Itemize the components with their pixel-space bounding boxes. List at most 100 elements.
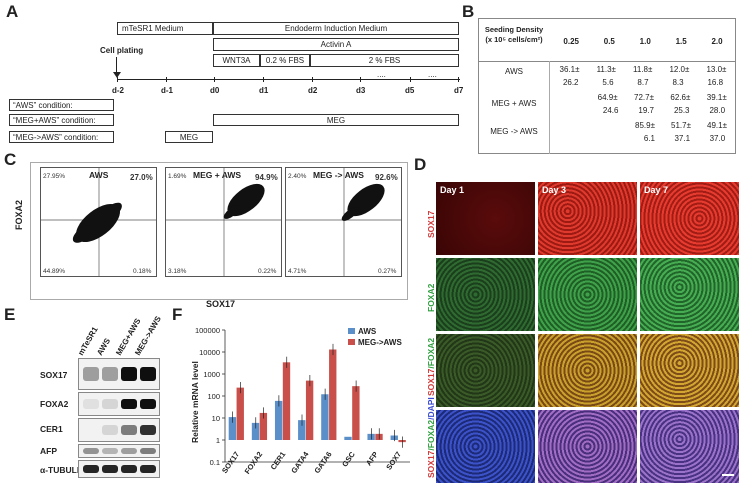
table-cell (597, 121, 619, 130)
bar-aws-sox17 (228, 417, 237, 440)
micrograph-sox17-day7: Day 7 (640, 182, 739, 255)
panel-f-letter: F (172, 305, 183, 324)
quadrant-ul: 2.40% (288, 173, 307, 180)
micrograph-dapi-day1 (436, 410, 535, 483)
condition-aws-label: “AWS” condition: (9, 99, 114, 111)
cell-plating-arrow-line (116, 57, 117, 75)
bar-meg-aws-sox17 (236, 387, 244, 440)
panel-b-letter: B (462, 2, 475, 21)
density-value: 0.25 (563, 37, 579, 46)
day-label: d1 (259, 86, 269, 95)
flow-xlabel: SOX17 (206, 299, 236, 309)
quadrant-ul: 27.95% (43, 173, 66, 180)
table-cell: 37.1 (674, 134, 691, 143)
table-cell: 24.6 (602, 106, 619, 115)
micrograph-merge-day7 (640, 334, 739, 407)
density-value: 1.0 (639, 37, 651, 46)
table-cell: 11.8± (633, 65, 653, 74)
quadrant-ur: 94.9% (255, 173, 278, 182)
panel-d-letter: D (414, 155, 427, 174)
table-cell: 72.7± (634, 93, 654, 102)
quadrant-ur: 92.6% (375, 173, 398, 182)
legend-label-aws: AWS (358, 327, 377, 336)
flow-panel-frame (30, 162, 408, 300)
quadrant-ll: 3.18% (168, 268, 187, 275)
x-tick-label: SOX17 (220, 450, 241, 475)
y-tick-label: 1000 (203, 370, 220, 379)
micrograph-dapi-day3 (538, 410, 637, 483)
legend-swatch-aws (348, 328, 355, 334)
day-label: Day 1 (440, 185, 465, 195)
bar-meg-aws-gsc (352, 386, 360, 440)
tick-d-2 (117, 77, 118, 82)
micrograph-sox17-day3: Day 3 (538, 182, 637, 255)
micrograph-dapi-day7 (640, 410, 739, 483)
blot-tubulin (78, 460, 160, 478)
quadrant-lr: 0.27% (378, 268, 397, 275)
bar-meg-aws-foxa2 (259, 412, 268, 440)
table-cell (561, 106, 583, 115)
blot-band (102, 425, 118, 435)
table-cell: 25.3 (673, 106, 690, 115)
blot-band (121, 448, 137, 454)
day-label: Day 3 (542, 185, 567, 195)
blot-band (121, 399, 137, 409)
table-cell: 16.8 (707, 78, 724, 87)
day-label: d-1 (161, 86, 173, 95)
row-label-part: /FOXA2 (426, 337, 436, 369)
timeline-axis (117, 79, 460, 80)
panel-e-letter: E (4, 305, 16, 324)
fbs-2-box: 2 % FBS (310, 54, 459, 67)
table-cell: 19.7 (638, 106, 654, 115)
flow-plot-title: MEG + AWS (193, 170, 242, 180)
blot-band (102, 367, 118, 381)
quadrant-ll: 4.71% (288, 268, 307, 275)
y-tick-label: 0.1 (210, 458, 220, 467)
legend-swatch-meg-aws (348, 339, 355, 345)
seeding-density-table: Seeding Density (x 10⁵ cells/cm²) 0.25 0… (478, 18, 736, 154)
micrograph-merge-day1 (436, 334, 535, 407)
table-col-divider (549, 61, 550, 154)
table-cell (561, 134, 583, 143)
table-row: 64.9± 72.7± 62.6± 39.1± (551, 93, 735, 102)
activin-a-box: Activin A (213, 38, 459, 51)
table-cell: 51.7± (671, 121, 691, 130)
x-tick-label: AFP (364, 450, 380, 467)
table-cell (602, 134, 624, 143)
cell-plating-label: Cell plating (100, 46, 144, 55)
bar-meg-aws-gata4 (305, 380, 314, 440)
table-row-sd: 6.1 37.1 37.0 (551, 134, 735, 143)
day-label: d7 (454, 86, 464, 95)
condition-meg-aws-label: “MEG+AWS” condition: (9, 114, 114, 126)
flow-plot-meg-then-aws: MEG -> AWS 2.40% 92.6% 4.71% 0.27% (285, 167, 402, 277)
cell-plating-arrow-head-icon (113, 72, 121, 78)
table-cell: 5.6 (602, 78, 614, 87)
blot-band (102, 399, 118, 409)
blot-cer1 (78, 418, 160, 442)
x-tick-label: CER1 (269, 450, 288, 472)
bar-aws-cer1 (274, 400, 283, 440)
flow-ylabel: FOXA2 (14, 199, 24, 230)
table-cell: 8.7 (637, 78, 649, 87)
meg-bar-meg-then-aws: MEG (165, 131, 213, 143)
density-value: 0.5 (603, 37, 615, 46)
row-label-meg-aws: MEG + AWS (491, 99, 537, 108)
blot-label-tubulin: α-TUBULIN (40, 465, 86, 475)
blot-label-afp: AFP (40, 446, 57, 456)
meg-bar-meg-aws: MEG (213, 114, 459, 126)
flow-scatter-meg-aws (166, 168, 281, 276)
flow-plot-aws: AWS 27.95% 27.0% 44.89% 0.18% (40, 167, 157, 277)
y-tick-label: 100000 (195, 326, 220, 335)
day-label: d-2 (112, 86, 124, 95)
wnt3a-box: WNT3A (213, 54, 260, 67)
endoderm-medium-box: Endoderm Induction Medium (213, 22, 459, 35)
seeding-density-header: Seeding Density (x 10⁵ cells/cm²) (484, 25, 544, 44)
blot-foxa2 (78, 392, 160, 416)
bar-aws-gsc (344, 436, 352, 440)
y-tick-label: 1 (216, 436, 220, 445)
row-label-meg-then-aws: MEG -> AWS (490, 127, 538, 136)
quadrant-ur: 27.0% (130, 173, 153, 182)
table-cell (559, 93, 581, 102)
row-label-part: SOX17 (426, 450, 436, 478)
quadrant-ul: 1.69% (168, 173, 187, 180)
